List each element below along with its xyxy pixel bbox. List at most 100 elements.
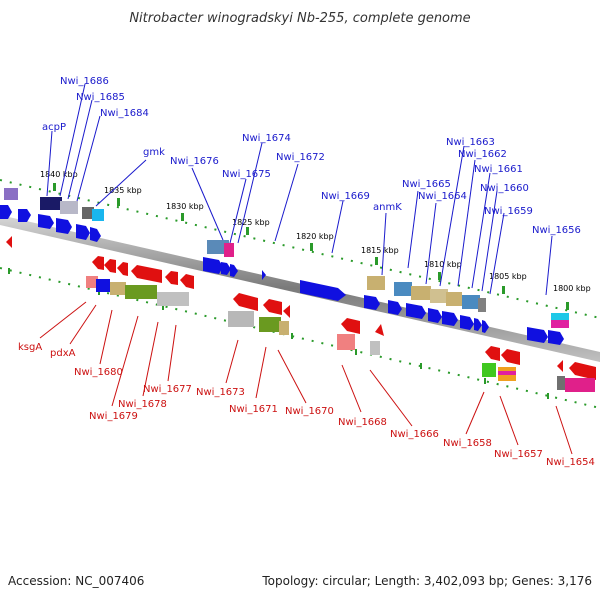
- gene-arrow[interactable]: [341, 318, 360, 334]
- gene-label[interactable]: Nwi_1666: [390, 429, 439, 440]
- gene-arrow[interactable]: [364, 295, 380, 310]
- gene-label[interactable]: Nwi_1679: [89, 411, 138, 422]
- gene-block[interactable]: [125, 285, 157, 299]
- gene-label[interactable]: Nwi_1662: [458, 149, 507, 160]
- gene-label[interactable]: Nwi_1674: [242, 133, 291, 144]
- gene-arrow[interactable]: [527, 327, 548, 343]
- gene-label[interactable]: Nwi_1672: [276, 152, 325, 163]
- gene-block[interactable]: [411, 286, 431, 300]
- gene-block[interactable]: [279, 321, 289, 335]
- gene-block[interactable]: [462, 295, 480, 309]
- gene-label[interactable]: Nwi_1658: [443, 438, 492, 449]
- gene-block[interactable]: [551, 313, 569, 321]
- gene-block[interactable]: [82, 207, 94, 219]
- gene-label[interactable]: Nwi_1664: [418, 191, 467, 202]
- gene-arrow[interactable]: [548, 330, 564, 345]
- gene-label[interactable]: Nwi_1659: [484, 206, 533, 217]
- gene-label[interactable]: Nwi_1685: [76, 92, 125, 103]
- gene-arrow[interactable]: [501, 349, 520, 365]
- gene-arrow[interactable]: [104, 259, 116, 273]
- gene-block[interactable]: [367, 276, 385, 290]
- gene-block[interactable]: [430, 289, 448, 303]
- gene-arrow[interactable]: [221, 262, 231, 275]
- gene-block[interactable]: [557, 376, 565, 390]
- gene-label[interactable]: Nwi_1680: [74, 367, 123, 378]
- gene-label[interactable]: Nwi_1669: [321, 191, 370, 202]
- gene-arrow[interactable]: [0, 205, 12, 219]
- gene-arrow[interactable]: [233, 293, 258, 311]
- gene-arrow[interactable]: [428, 308, 442, 323]
- gene-block[interactable]: [224, 243, 234, 257]
- gene-arrow[interactable]: [388, 300, 402, 315]
- gene-block[interactable]: [157, 292, 189, 306]
- gene-label[interactable]: gmk: [143, 147, 165, 158]
- gene-label[interactable]: Nwi_1660: [480, 183, 529, 194]
- gene-arrow[interactable]: [90, 227, 101, 242]
- gene-label[interactable]: Nwi_1668: [338, 417, 387, 428]
- gene-block[interactable]: [40, 197, 62, 210]
- gene-arrow[interactable]: [442, 311, 458, 326]
- gene-label[interactable]: Nwi_1663: [446, 137, 495, 148]
- gene-label[interactable]: Nwi_1665: [402, 179, 451, 190]
- gene-arrow[interactable]: [283, 305, 290, 318]
- gene-label[interactable]: acpP: [42, 122, 66, 133]
- gene-block[interactable]: [482, 363, 496, 377]
- gene-label[interactable]: Nwi_1657: [494, 449, 543, 460]
- gene-block[interactable]: [551, 320, 569, 328]
- gene-block[interactable]: [60, 201, 78, 214]
- gene-arrow[interactable]: [263, 299, 282, 315]
- gene-arrow[interactable]: [262, 270, 266, 280]
- gene-label[interactable]: Nwi_1678: [118, 399, 167, 410]
- gene-block[interactable]: [207, 240, 229, 254]
- gene-label[interactable]: pdxA: [50, 348, 76, 359]
- gene-arrow[interactable]: [230, 264, 238, 277]
- gene-label[interactable]: anmK: [373, 202, 402, 213]
- gene-arrow[interactable]: [557, 360, 563, 372]
- gene-block[interactable]: [370, 341, 380, 355]
- gene-label[interactable]: Nwi_1677: [143, 384, 192, 395]
- gene-arrow[interactable]: [485, 346, 500, 361]
- gene-arrow[interactable]: [482, 320, 489, 333]
- gene-arrow[interactable]: [131, 265, 162, 283]
- gene-block[interactable]: [86, 276, 98, 288]
- gene-arrow[interactable]: [569, 362, 596, 380]
- gene-label[interactable]: Nwi_1684: [100, 108, 149, 119]
- gene-arrow[interactable]: [117, 262, 128, 276]
- gene-block[interactable]: [92, 209, 104, 221]
- gene-arrow[interactable]: [406, 303, 426, 319]
- gene-arrow[interactable]: [203, 257, 223, 274]
- gene-arrow[interactable]: [6, 236, 12, 248]
- gene-block[interactable]: [259, 317, 281, 332]
- gene-arrow[interactable]: [92, 256, 104, 270]
- gene-block[interactable]: [394, 282, 412, 296]
- gene-arrow[interactable]: [180, 274, 194, 289]
- gene-label[interactable]: Nwi_1676: [170, 156, 219, 167]
- gene-label[interactable]: Nwi_1661: [474, 164, 523, 175]
- gene-label[interactable]: Nwi_1656: [532, 225, 581, 236]
- gene-arrow[interactable]: [18, 209, 31, 222]
- gene-label[interactable]: ksgA: [18, 342, 42, 353]
- gene-block[interactable]: [478, 298, 486, 312]
- gene-block[interactable]: [337, 334, 355, 350]
- gene-label[interactable]: Nwi_1686: [60, 76, 109, 87]
- gene-arrow[interactable]: [375, 324, 384, 336]
- tick-mark: [375, 257, 378, 265]
- gene-arrow[interactable]: [165, 271, 178, 285]
- gene-label[interactable]: Nwi_1673: [196, 387, 245, 398]
- gene-arrow[interactable]: [300, 280, 346, 301]
- gene-arrow[interactable]: [76, 224, 90, 240]
- gene-label[interactable]: Nwi_1671: [229, 404, 278, 415]
- gene-block[interactable]: [446, 292, 462, 306]
- gene-block[interactable]: [96, 279, 110, 292]
- gene-arrow[interactable]: [56, 218, 72, 234]
- gene-label[interactable]: Nwi_1654: [546, 457, 595, 468]
- gene-label[interactable]: Nwi_1670: [285, 406, 334, 417]
- gene-block[interactable]: [110, 282, 126, 295]
- gene-label[interactable]: Nwi_1675: [222, 169, 271, 180]
- gene-arrow[interactable]: [38, 214, 54, 229]
- gene-arrow[interactable]: [474, 318, 482, 331]
- gene-arrow[interactable]: [460, 315, 474, 330]
- gene-block[interactable]: [565, 378, 595, 392]
- gene-block[interactable]: [4, 188, 18, 200]
- gene-block[interactable]: [228, 311, 254, 327]
